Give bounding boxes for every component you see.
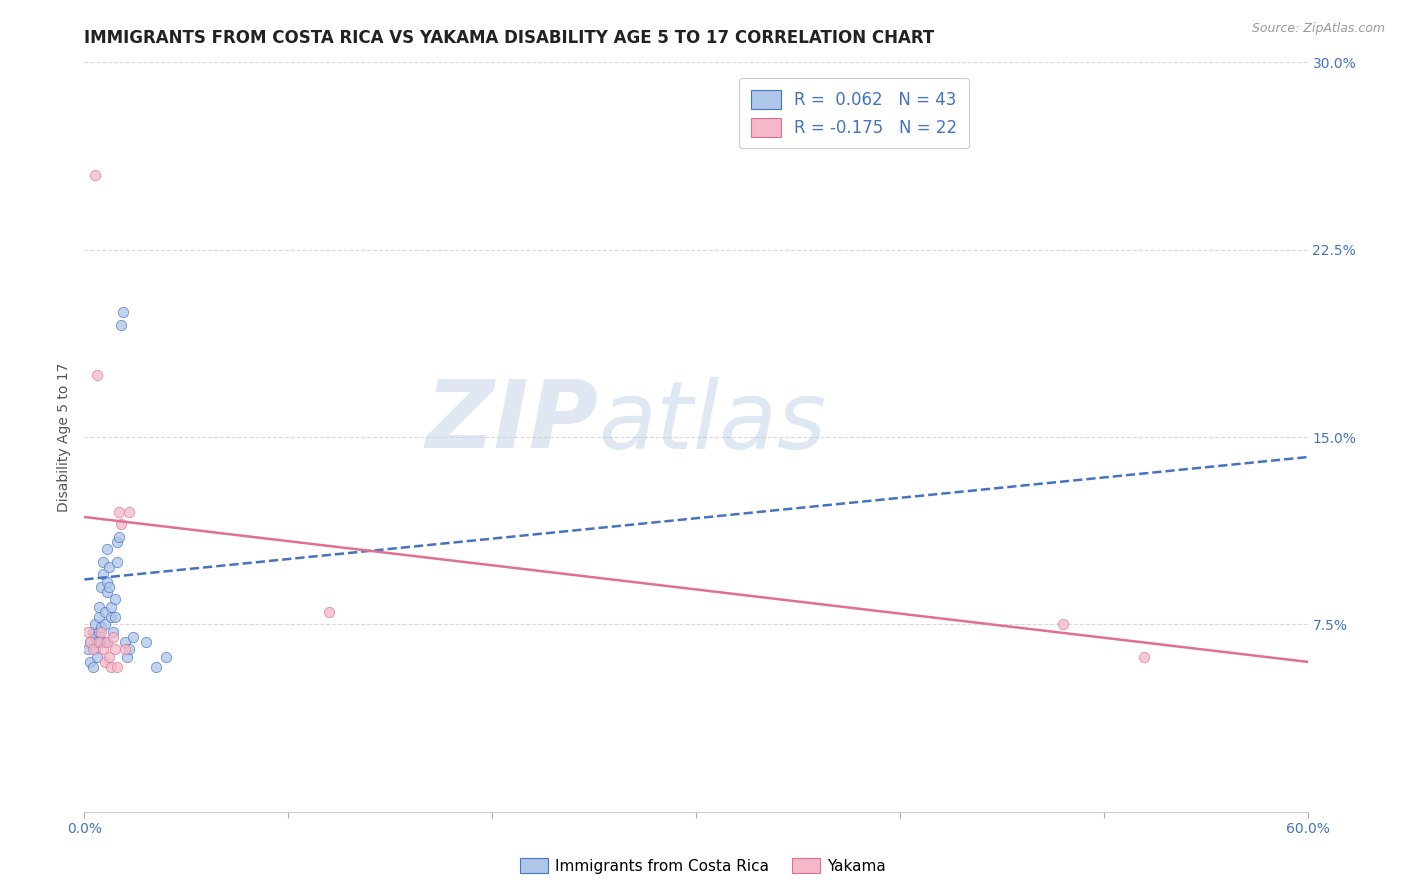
Point	[82, 660, 104, 674]
Point	[90, 635, 112, 649]
Point	[91, 642, 114, 657]
Point	[100, 660, 122, 674]
Point	[112, 305, 135, 319]
Point	[114, 635, 136, 649]
Point	[83, 630, 105, 644]
Point	[114, 642, 136, 657]
Point	[101, 630, 124, 644]
Point	[101, 624, 124, 639]
Point	[97, 580, 120, 594]
Point	[83, 617, 105, 632]
Point	[86, 649, 108, 664]
Text: Source: ZipAtlas.com: Source: ZipAtlas.com	[1251, 22, 1385, 36]
Point	[86, 368, 108, 382]
Point	[104, 592, 127, 607]
Point	[108, 530, 131, 544]
Point	[83, 642, 105, 657]
Point	[93, 655, 115, 669]
Point	[93, 617, 115, 632]
Legend: Immigrants from Costa Rica, Yakama: Immigrants from Costa Rica, Yakama	[515, 852, 891, 880]
Point	[79, 635, 101, 649]
Point	[90, 580, 112, 594]
Point	[110, 318, 132, 332]
Point	[97, 560, 120, 574]
Point	[1052, 617, 1074, 632]
Point	[82, 642, 104, 657]
Point	[122, 630, 145, 644]
Point	[105, 555, 128, 569]
Text: IMMIGRANTS FROM COSTA RICA VS YAKAMA DISABILITY AGE 5 TO 17 CORRELATION CHART: IMMIGRANTS FROM COSTA RICA VS YAKAMA DIS…	[84, 29, 935, 47]
Point	[87, 635, 110, 649]
Point	[86, 635, 108, 649]
Point	[118, 642, 141, 657]
Text: atlas: atlas	[598, 376, 827, 467]
Point	[96, 585, 118, 599]
Point	[135, 635, 157, 649]
Point	[77, 642, 100, 657]
Point	[110, 517, 132, 532]
Point	[87, 610, 110, 624]
Point	[104, 610, 127, 624]
Point	[96, 574, 118, 589]
Point	[87, 624, 110, 639]
Point	[79, 635, 101, 649]
Point	[83, 168, 105, 182]
Point	[87, 599, 110, 614]
Point	[96, 635, 118, 649]
Point	[104, 642, 127, 657]
Point	[145, 660, 167, 674]
Point	[96, 542, 118, 557]
Point	[155, 649, 177, 664]
Point	[90, 620, 112, 634]
Point	[82, 624, 104, 639]
Point	[90, 624, 112, 639]
Point	[115, 649, 138, 664]
Point	[108, 505, 131, 519]
Point	[105, 535, 128, 549]
Point	[97, 649, 120, 664]
Text: ZIP: ZIP	[425, 376, 598, 468]
Point	[91, 567, 114, 582]
Point	[105, 660, 128, 674]
Legend: R =  0.062   N = 43, R = -0.175   N = 22: R = 0.062 N = 43, R = -0.175 N = 22	[740, 78, 969, 148]
Point	[100, 599, 122, 614]
Point	[1133, 649, 1156, 664]
Point	[79, 655, 101, 669]
Point	[77, 624, 100, 639]
Point	[118, 505, 141, 519]
Point	[100, 610, 122, 624]
Y-axis label: Disability Age 5 to 17: Disability Age 5 to 17	[58, 362, 72, 512]
Point	[93, 605, 115, 619]
Point	[91, 555, 114, 569]
Point	[93, 635, 115, 649]
Point	[318, 605, 340, 619]
